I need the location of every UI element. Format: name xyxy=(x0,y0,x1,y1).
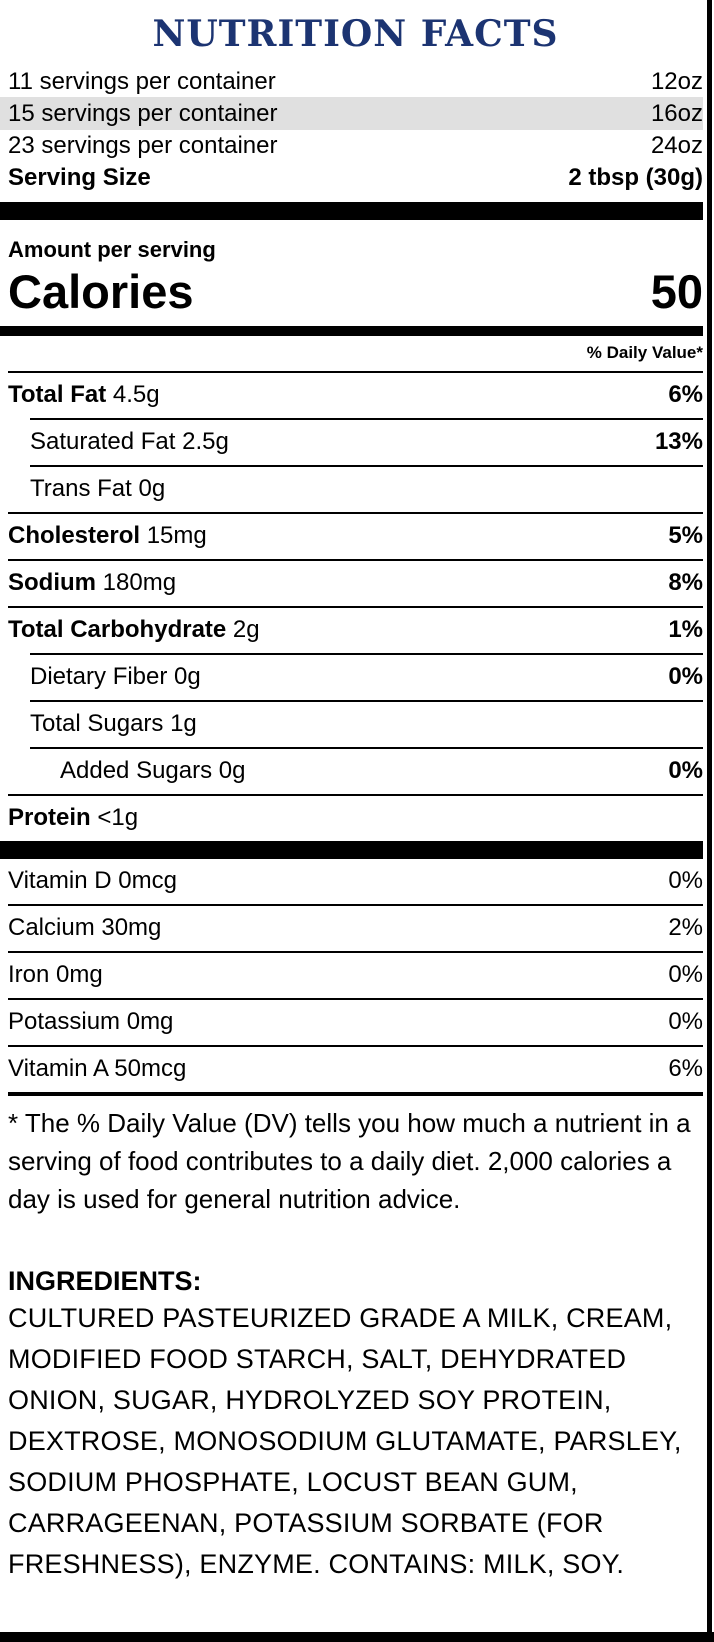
nutrient-row-added-sugars: Added Sugars 0g 0% xyxy=(8,749,703,794)
rule xyxy=(30,747,703,749)
nutrient-name-amount: Saturated Fat 2.5g xyxy=(30,428,229,455)
vitamin-name-amount: Iron 0mg xyxy=(8,961,103,988)
calories-value: 50 xyxy=(650,265,703,318)
rule xyxy=(8,512,703,514)
serving-option-row-2-selected[interactable]: 15 servings per container 16oz xyxy=(0,97,703,130)
amount-per-serving-label: Amount per serving xyxy=(8,237,216,262)
label-right-border xyxy=(707,0,712,1642)
vitamin-row-vitamin-a: Vitamin A 50mcg 6% xyxy=(8,1047,703,1092)
nutrient-row-trans-fat: Trans Fat 0g xyxy=(8,467,703,512)
nutrient-name-amount: Added Sugars 0g xyxy=(60,757,246,784)
vitamin-row-iron: Iron 0mg 0% xyxy=(8,953,703,998)
serving-option-size: 16oz xyxy=(650,100,703,127)
serving-option-row-1[interactable]: 11 servings per container 12oz xyxy=(8,66,703,97)
nutrient-row-saturated-fat: Saturated Fat 2.5g 13% xyxy=(8,420,703,465)
rule xyxy=(30,418,703,420)
separator-bar-top xyxy=(0,202,703,220)
rule xyxy=(8,371,703,373)
serving-size-value: 2 tbsp (30g) xyxy=(568,164,703,191)
serving-option-text: 11 servings per container xyxy=(8,68,276,95)
nutrient-pct: 6% xyxy=(668,381,703,408)
rule xyxy=(8,794,703,796)
daily-value-header: % Daily Value* xyxy=(586,343,703,362)
nutrient-name-amount: Trans Fat 0g xyxy=(30,475,166,502)
nutrient-row-protein: Protein <1g xyxy=(8,796,703,841)
rule xyxy=(8,559,703,561)
vitamin-row-calcium: Calcium 30mg 2% xyxy=(8,906,703,951)
rule xyxy=(8,904,703,906)
label-bottom-bar xyxy=(0,1632,714,1642)
vitamin-name-amount: Vitamin A 50mcg xyxy=(8,1055,187,1082)
vitamin-pct: 2% xyxy=(668,914,703,941)
nutrient-name-amount: Sodium 180mg xyxy=(8,569,177,596)
serving-option-size: 12oz xyxy=(650,68,703,95)
label-title: NUTRITION FACTS xyxy=(152,13,559,55)
nutrient-row-total-carbohydrate: Total Carbohydrate 2g 1% xyxy=(8,608,703,653)
separator-bar-calories xyxy=(0,326,703,336)
label-content: NUTRITION FACTS 11 servings per containe… xyxy=(0,13,703,1579)
nutrient-name-amount: Cholesterol 15mg xyxy=(8,522,207,549)
ingredients-text: CULTURED PASTEURIZED GRADE A MILK, CREAM… xyxy=(8,1303,682,1579)
vitamin-row-vitamin-d: Vitamin D 0mcg 0% xyxy=(8,859,703,904)
ingredients-heading: INGREDIENTS: xyxy=(8,1266,202,1296)
calories-row: Calories 50 xyxy=(8,264,703,320)
vitamin-row-potassium: Potassium 0mg 0% xyxy=(8,1000,703,1045)
nutrient-name-amount: Protein <1g xyxy=(8,804,139,831)
daily-value-footnote: * The % Daily Value (DV) tells you how m… xyxy=(8,1108,691,1214)
vitamin-pct: 0% xyxy=(668,1008,703,1035)
nutrient-pct: 0% xyxy=(668,757,703,784)
nutrient-pct: 8% xyxy=(668,569,703,596)
vitamin-name-amount: Potassium 0mg xyxy=(8,1008,174,1035)
nutrient-name-amount: Total Sugars 1g xyxy=(30,710,197,737)
rule xyxy=(8,998,703,1000)
nutrient-name-amount: Dietary Fiber 0g xyxy=(30,663,201,690)
vitamin-pct: 0% xyxy=(668,961,703,988)
nutrient-name-amount: Total Carbohydrate 2g xyxy=(8,616,260,643)
rule xyxy=(8,606,703,608)
nutrient-row-sodium: Sodium 180mg 8% xyxy=(8,561,703,606)
vitamin-pct: 6% xyxy=(668,1055,703,1082)
rule xyxy=(30,700,703,702)
serving-option-row-3[interactable]: 23 servings per container 24oz xyxy=(8,130,703,161)
nutrient-pct: 13% xyxy=(654,428,703,455)
vitamin-pct: 0% xyxy=(668,867,703,894)
rule xyxy=(30,465,703,467)
serving-option-text: 15 servings per container xyxy=(8,100,278,127)
calories-label: Calories xyxy=(8,265,194,318)
rule xyxy=(8,1045,703,1047)
serving-option-text: 23 servings per container xyxy=(8,132,278,159)
nutrient-row-total-sugars: Total Sugars 1g xyxy=(8,702,703,747)
nutrient-row-total-fat: Total Fat 4.5g 6% xyxy=(8,373,703,418)
rule xyxy=(30,653,703,655)
nutrient-pct: 0% xyxy=(668,663,703,690)
separator-bar-vitamins xyxy=(0,841,703,859)
vitamin-name-amount: Calcium 30mg xyxy=(8,914,162,941)
nutrient-row-cholesterol: Cholesterol 15mg 5% xyxy=(8,514,703,559)
vitamin-name-amount: Vitamin D 0mcg xyxy=(8,867,177,894)
serving-option-size: 24oz xyxy=(650,132,703,159)
serving-size-label: Serving Size xyxy=(8,164,151,191)
nutrient-pct: 1% xyxy=(668,616,703,643)
nutrient-row-dietary-fiber: Dietary Fiber 0g 0% xyxy=(8,655,703,700)
serving-size-row: Serving Size 2 tbsp (30g) xyxy=(8,161,703,195)
nutrient-pct: 5% xyxy=(668,522,703,549)
rule-footnote xyxy=(8,1092,703,1096)
rule xyxy=(8,951,703,953)
nutrient-name-amount: Total Fat 4.5g xyxy=(8,381,160,408)
